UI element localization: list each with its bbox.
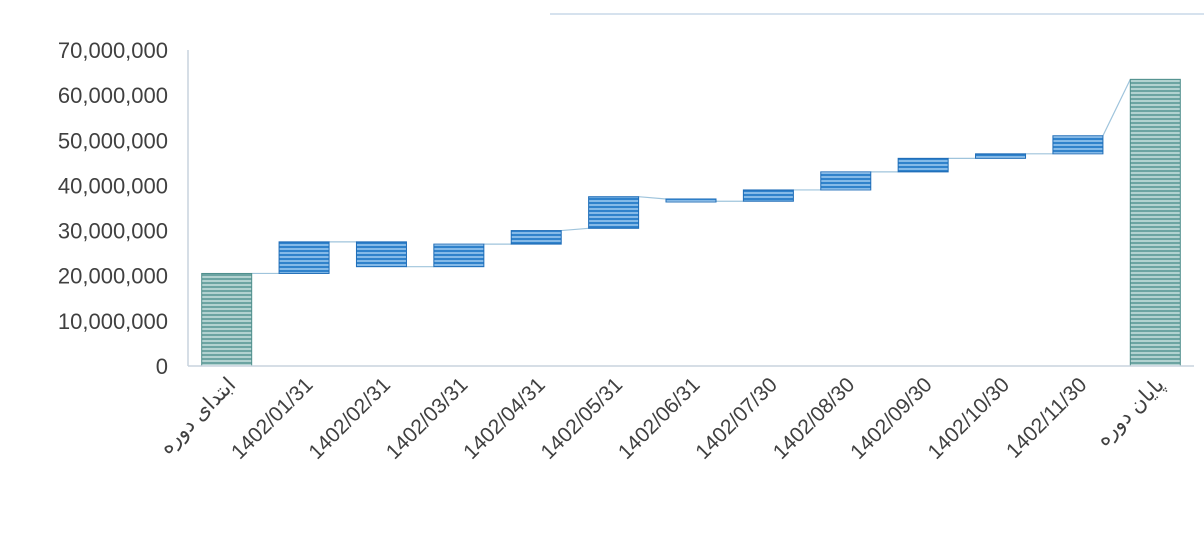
change-bar [820, 171, 872, 191]
x-axis-labels: ابتدای دوره1402/01/311402/02/311402/03/3… [155, 373, 1169, 464]
connector-line [638, 196, 667, 200]
connector-line [1102, 79, 1131, 137]
x-tick-label: 1402/07/30 [691, 373, 782, 464]
x-tick-label: 1402/02/31 [304, 373, 395, 464]
connector-line [561, 227, 589, 232]
y-tick-label: 10,000,000 [58, 309, 168, 334]
change-bar [433, 243, 485, 268]
y-tick-label: 60,000,000 [58, 83, 168, 108]
y-tick-label: 70,000,000 [58, 38, 168, 63]
total-bar [201, 272, 253, 367]
total-bar [1129, 78, 1181, 367]
connector-lines [251, 79, 1131, 275]
change-bar [510, 230, 562, 245]
x-tick-label: 1402/03/31 [382, 373, 473, 464]
bars-group [201, 78, 1181, 367]
y-tick-label: 30,000,000 [58, 219, 168, 244]
y-tick-label: 50,000,000 [58, 128, 168, 153]
x-tick-label: 1402/11/30 [1002, 373, 1091, 462]
change-bar [742, 189, 794, 202]
change-bar [1052, 135, 1104, 155]
change-bar [665, 198, 717, 203]
change-bar [897, 157, 949, 173]
x-tick-label: 1402/06/31 [614, 373, 705, 464]
x-tick-label: 1402/05/31 [537, 373, 628, 464]
y-tick-label: 0 [156, 354, 168, 379]
x-tick-label: پایان دوره [1091, 373, 1168, 450]
change-bar [588, 196, 640, 229]
x-tick-label: 1402/08/30 [769, 373, 860, 464]
change-bar [355, 241, 407, 268]
x-tick-label: 1402/09/30 [846, 373, 937, 464]
x-tick-label: 1402/04/31 [459, 373, 550, 464]
y-tick-label: 20,000,000 [58, 264, 168, 289]
change-bar [975, 153, 1027, 159]
x-tick-label: 1402/01/31 [227, 373, 318, 464]
y-axis-ticks: 0 10,000,000 20,000,000 30,000,000 40,000,00… [58, 38, 168, 379]
x-tick-label: 1402/10/30 [923, 373, 1014, 464]
y-tick-label: 40,000,000 [58, 173, 168, 198]
change-bar [278, 241, 330, 274]
